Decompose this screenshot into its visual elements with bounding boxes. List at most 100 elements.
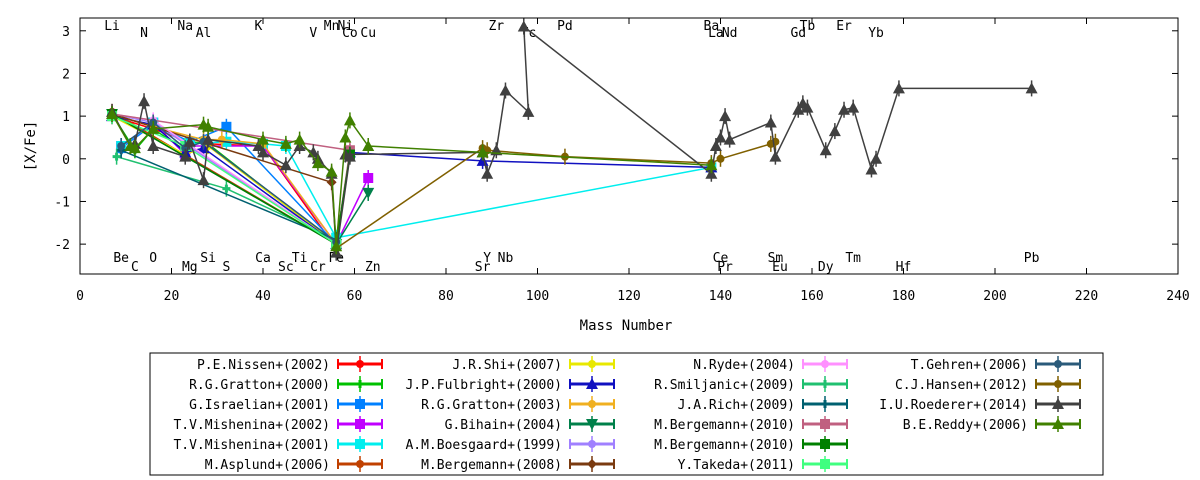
legend-label: M.Bergemann+(2010) [654, 418, 795, 433]
element-label: Li [104, 19, 120, 34]
y-tick-label: -2 [54, 238, 70, 253]
legend-item: M.Asplund+(2006) [205, 456, 383, 473]
element-label: Nb [498, 251, 514, 266]
x-tick-label: 180 [892, 289, 915, 304]
legend-label: R.G.Gratton+(2003) [421, 398, 562, 413]
series-line [120, 149, 337, 241]
x-tick-label: 40 [255, 289, 271, 304]
series [106, 106, 718, 255]
element-label: Pb [1024, 251, 1040, 266]
legend-label: T.V.Mishenina+(2002) [173, 418, 330, 433]
legend-label: I.U.Roederer+(2014) [879, 398, 1028, 413]
element-label: K [255, 19, 263, 34]
x-tick-label: 240 [1166, 289, 1189, 304]
legend-item: P.E.Nissen+(2002) [197, 356, 383, 373]
legend-item: M.Bergemann+(2010) [654, 416, 848, 433]
element-label: Pr [717, 260, 733, 275]
legend-item: N.Ryde+(2004) [693, 356, 848, 373]
legend-label: N.Ryde+(2004) [693, 358, 795, 373]
x-tick-label: 200 [983, 289, 1006, 304]
element-label: Be [113, 251, 129, 266]
element-label: Sm [768, 251, 784, 266]
legend-label: M.Bergemann+(2010) [654, 438, 795, 453]
legend-label: J.P.Fulbright+(2000) [405, 378, 562, 393]
legend-box [149, 352, 1104, 476]
element-label: Gd [790, 26, 806, 41]
element-label: Pd [557, 19, 573, 34]
x-tick-label: 120 [617, 289, 640, 304]
legend: P.E.Nissen+(2002) R.G.Gratton+(2000) G.Isr… [149, 352, 1104, 476]
legend-label: J.R.Shi+(2007) [452, 358, 562, 373]
element-label: Nd [722, 26, 738, 41]
legend-item: Y.Takeda+(2011) [678, 456, 848, 473]
legend-label: B.E.Reddy+(2006) [903, 418, 1028, 433]
y-tick-label: 2 [62, 67, 70, 82]
element-label: Ni [338, 19, 354, 34]
element-label: Si [200, 251, 216, 266]
element-label: N [140, 26, 148, 41]
legend-item: J.R.Shi+(2007) [452, 356, 615, 373]
legend-label: M.Asplund+(2006) [205, 458, 330, 473]
legend-label: T.Gehren+(2006) [911, 358, 1028, 373]
element-label: Ba [704, 19, 720, 34]
y-axis-label: [X/Fe] [23, 121, 39, 172]
legend-item: J.P.Fulbright+(2000) [405, 376, 615, 393]
legend-label: G.Israelian+(2001) [189, 398, 330, 413]
element-label: Er [836, 19, 852, 34]
element-label: Al [196, 26, 212, 41]
element-label: Tb [800, 19, 816, 34]
element-label: Cr [310, 260, 326, 275]
element-label: Sr [475, 260, 491, 275]
y-tick-label: 1 [62, 110, 70, 125]
legend-item: G.Bihain+(2004) [445, 416, 615, 433]
element-label: Dy [818, 260, 834, 275]
y-tick-label: -1 [54, 195, 70, 210]
element-label: Na [177, 19, 193, 34]
element-label: Yb [868, 26, 884, 41]
x-axis-label: Mass Number [580, 318, 673, 334]
element-label: Y [483, 251, 491, 266]
legend-item: R.G.Gratton+(2003) [421, 396, 615, 413]
x-tick-label: 0 [76, 289, 84, 304]
element-label: C [131, 260, 139, 275]
y-tick-label: 3 [62, 25, 70, 40]
element-label: Sc [278, 260, 294, 275]
element-label: Hf [896, 260, 912, 275]
legend-item: J.A.Rich+(2009) [678, 396, 848, 413]
legend-item: R.G.Gratton+(2000) [189, 376, 383, 393]
x-tick-label: 20 [164, 289, 180, 304]
legend-item: M.Bergemann+(2010) [654, 436, 848, 453]
element-label: Tm [845, 251, 861, 266]
legend-label: Y.Takeda+(2011) [678, 458, 795, 473]
x-tick-label: 80 [438, 289, 454, 304]
legend-item: T.V.Mishenina+(2001) [173, 436, 383, 453]
element-label: Ce [713, 251, 729, 266]
legend-label: M.Bergemann+(2008) [421, 458, 562, 473]
element-label: V [309, 26, 317, 41]
element-label: Ca [255, 251, 271, 266]
legend-item: T.Gehren+(2006) [911, 356, 1081, 373]
legend-item: I.U.Roederer+(2014) [879, 396, 1081, 413]
legend-label: G.Bihain+(2004) [445, 418, 562, 433]
legend-label: R.G.Gratton+(2000) [189, 378, 330, 393]
x-tick-label: 220 [1075, 289, 1098, 304]
legend-label: J.A.Rich+(2009) [678, 398, 795, 413]
legend-item: C.J.Hansen+(2012) [895, 376, 1081, 393]
legend-label: C.J.Hansen+(2012) [895, 378, 1028, 393]
legend-label: R.Smiljanic+(2009) [654, 378, 795, 393]
legend-item: T.V.Mishenina+(2002) [173, 416, 383, 433]
y-tick-label: 0 [62, 153, 70, 168]
element-label: Cu [360, 26, 376, 41]
x-tick-label: 100 [526, 289, 549, 304]
legend-item: R.Smiljanic+(2009) [654, 376, 848, 393]
element-label: Zr [488, 19, 504, 34]
element-label: Co [342, 26, 358, 41]
legend-label: A.M.Boesgaard+(1999) [405, 438, 562, 453]
element-label: La [708, 26, 724, 41]
legend-label: P.E.Nissen+(2002) [197, 358, 330, 373]
element-label: O [149, 251, 157, 266]
legend-item: G.Israelian+(2001) [189, 396, 383, 413]
x-tick-label: 60 [347, 289, 363, 304]
